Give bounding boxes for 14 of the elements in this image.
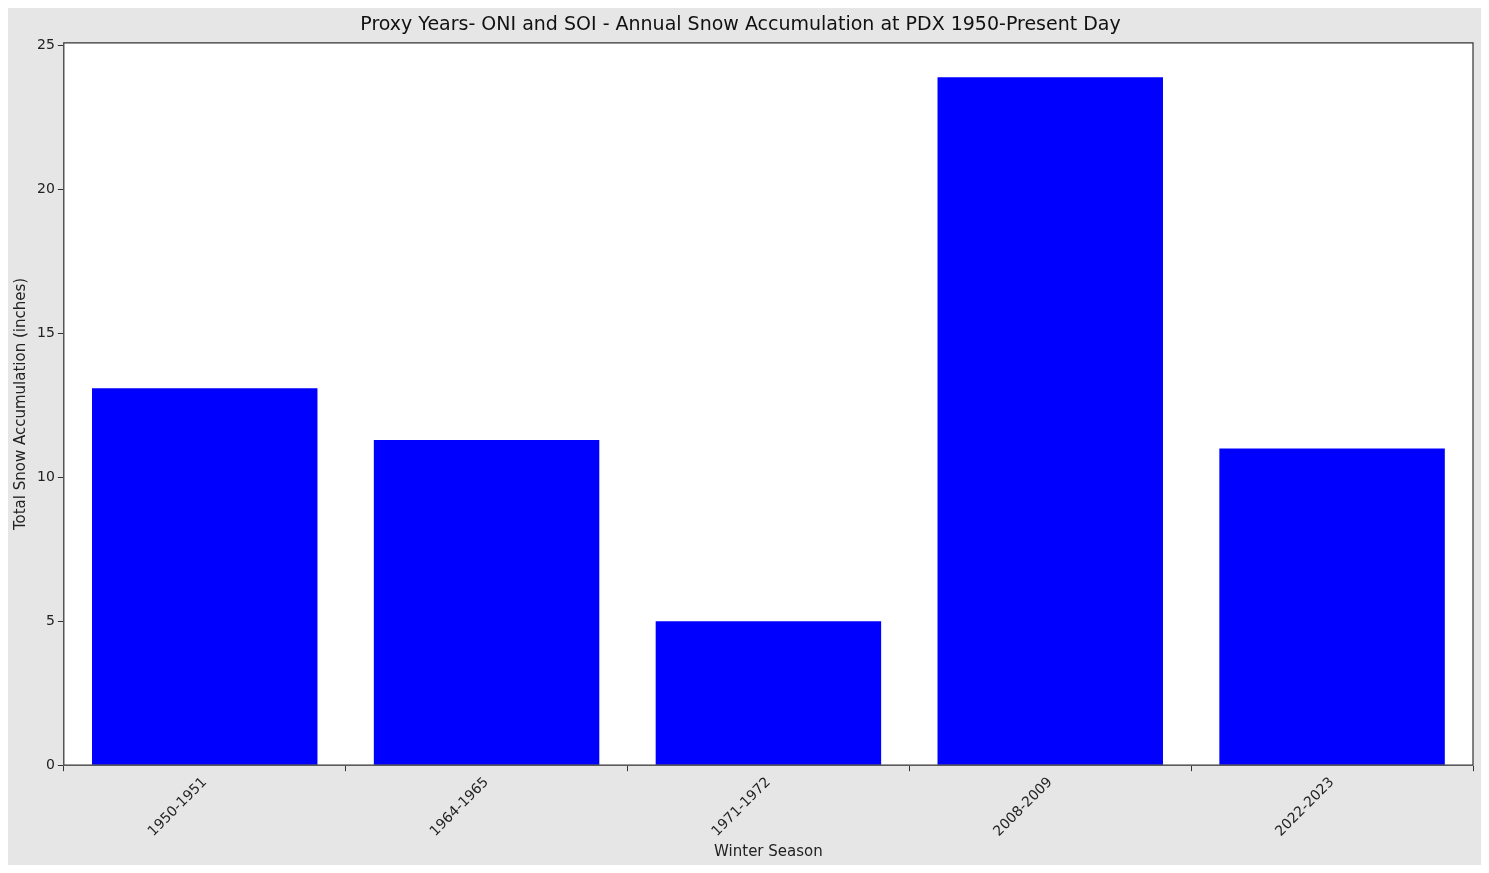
y-tick-label: 20	[36, 180, 55, 197]
y-tick-label: 15	[36, 324, 55, 341]
bar	[92, 388, 318, 765]
y-tick-label: 0	[45, 755, 55, 772]
bar	[373, 439, 600, 765]
bar	[937, 77, 1163, 765]
y-tick-label: 25	[36, 36, 55, 53]
chart-title: Proxy Years- ONI and SOI - Annual Snow Accumulation at PDX 1950-Present Day	[360, 12, 1121, 35]
bar	[655, 621, 882, 765]
y-tick-label: 10	[36, 468, 55, 485]
y-tick-label: 5	[45, 611, 55, 628]
x-axis-title: Winter Season	[714, 841, 823, 860]
y-axis-title: Total Snow Accumulation (inches)	[10, 277, 29, 532]
bar	[1219, 448, 1445, 765]
